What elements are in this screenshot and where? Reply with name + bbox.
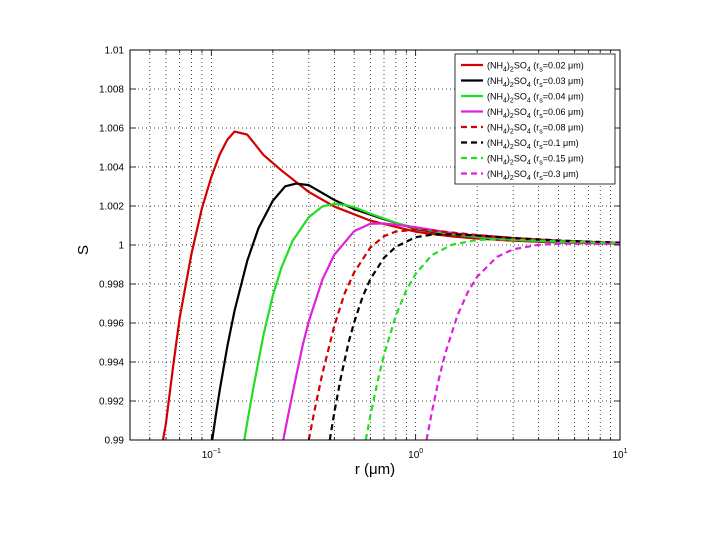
y-axis-label: S [75, 245, 92, 255]
series-line-5 [307, 228, 620, 440]
legend-box [454, 53, 616, 185]
legend-entry: (NH4)2SO4 (rs=0.1 μm) [487, 138, 579, 151]
x-tick-labels: 10−1 100 101 [202, 448, 628, 461]
x-tick-label: 100 [408, 448, 423, 461]
legend-entry: (NH4)2SO4 (rs=0.3 μm) [487, 169, 579, 182]
legend: (NH4)2SO4 (rs=0.02 μm) (NH4)2SO4 (rs=0.03… [454, 53, 616, 185]
x-axis-label: r (μm) [355, 461, 395, 478]
series-line-6 [328, 233, 620, 440]
legend-entry: (NH4)2SO4 (rs=0.04 μm) [487, 92, 584, 105]
y-tick-label: 1.002 [99, 202, 124, 213]
y-tick-label: 1.01 [105, 46, 125, 57]
x-tick-label: 10−1 [202, 448, 221, 461]
x-tick-label: 101 [612, 448, 627, 461]
y-tick-label: 0.996 [99, 319, 124, 330]
y-tick-labels: 0.99 0.992 0.994 0.996 0.998 1 1.002 1.004 1.006… [99, 46, 124, 447]
y-tick-label: 1.008 [99, 85, 124, 96]
series-line-3 [243, 202, 620, 440]
axis-ticks [129, 49, 621, 441]
series-lines [161, 130, 620, 440]
y-tick-label: 0.992 [99, 397, 124, 408]
series-line-8 [425, 242, 620, 440]
y-tick-label: 0.99 [105, 436, 125, 447]
y-tick-label: 0.998 [99, 280, 124, 291]
y-tick-label: 0.994 [99, 358, 124, 369]
series-line-7 [364, 238, 620, 440]
legend-entry: (NH4)2SO4 (rs=0.08 μm) [487, 123, 584, 136]
legend-entry: (NH4)2SO4 (rs=0.06 μm) [487, 107, 584, 120]
legend-entry: (NH4)2SO4 (rs=0.15 μm) [487, 154, 584, 167]
y-tick-label: 1.004 [99, 163, 124, 174]
legend-entry: (NH4)2SO4 (rs=0.02 μm) [487, 61, 584, 74]
y-tick-label: 1 [118, 241, 124, 252]
legend-entry: (NH4)2SO4 (rs=0.03 μm) [487, 76, 584, 89]
y-tick-label: 1.006 [99, 124, 124, 135]
series-line-1 [161, 130, 620, 440]
